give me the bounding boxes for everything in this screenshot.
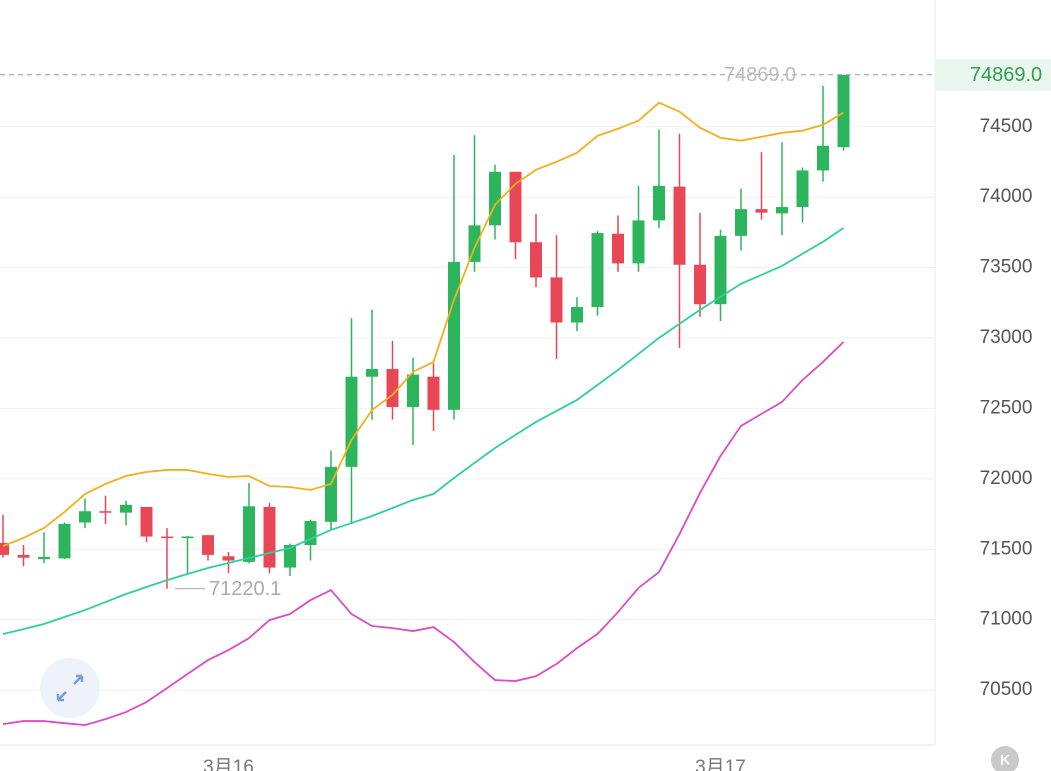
corner-badge: K <box>1000 752 1010 768</box>
candle-body <box>796 170 809 208</box>
last-price-bg <box>935 58 1051 91</box>
candle-body <box>427 376 440 410</box>
y-tick-label: 73000 <box>980 327 1033 348</box>
candle-body <box>550 277 563 323</box>
candle-body <box>653 185 665 221</box>
candle-body <box>755 209 768 213</box>
min-marker-label: 71220.1 <box>209 578 281 600</box>
ma-line <box>2 341 845 727</box>
candle-body <box>673 186 686 265</box>
y-tick-label: 74000 <box>980 186 1033 207</box>
last-price-ghost: 74869.0 <box>724 64 796 86</box>
candle-body <box>222 556 235 561</box>
y-tick-label: 72000 <box>980 468 1033 489</box>
candle-body <box>140 506 153 537</box>
candle-body <box>509 171 522 243</box>
candle-body <box>366 368 378 377</box>
candle-body <box>181 536 194 539</box>
candle-body <box>263 506 276 568</box>
candle-body <box>468 225 481 262</box>
ma-line <box>2 227 845 635</box>
candle-body <box>38 556 50 560</box>
candle-body <box>243 506 255 562</box>
ma-line <box>2 101 844 547</box>
candle-body <box>612 233 624 264</box>
y-tick-label: 70500 <box>980 679 1033 700</box>
y-tick-label: 71500 <box>980 538 1033 559</box>
x-tick-label: 3月17 <box>695 757 746 771</box>
candle-body <box>17 554 30 558</box>
corner-badge-bg[interactable] <box>991 746 1019 771</box>
candle-body <box>776 207 788 214</box>
candle-body <box>571 307 583 323</box>
candle-body <box>345 376 358 467</box>
candle-body <box>817 145 829 171</box>
y-tick-label: 73500 <box>980 257 1033 278</box>
candle-body <box>304 521 317 546</box>
y-tick-label: 71000 <box>980 609 1033 630</box>
candle-body <box>714 235 727 305</box>
candle-body <box>0 542 9 555</box>
candle-body <box>448 261 460 410</box>
candle-body <box>386 368 399 408</box>
candle-body <box>99 511 112 513</box>
expand-button[interactable] <box>40 658 100 718</box>
candle-body <box>325 466 337 522</box>
candle-body <box>694 264 706 305</box>
y-tick-label: 72500 <box>980 397 1033 418</box>
candle-body <box>79 511 91 523</box>
expand-icon <box>56 674 84 702</box>
candle-body <box>58 523 71 559</box>
candle-body <box>632 220 645 264</box>
candle-body <box>489 171 501 226</box>
candle-body <box>202 535 214 555</box>
candle-body <box>120 504 132 513</box>
candle-body <box>284 545 296 568</box>
last-price-label: 74869.0 <box>970 64 1042 86</box>
candle-body <box>407 374 419 408</box>
candle-body <box>591 233 604 308</box>
candle-body <box>161 536 173 539</box>
candle-body <box>530 242 542 278</box>
x-tick-label: 3月16 <box>203 757 254 771</box>
y-tick-label: 74500 <box>980 116 1033 137</box>
candle-body <box>837 74 850 148</box>
candle-body <box>735 209 747 236</box>
